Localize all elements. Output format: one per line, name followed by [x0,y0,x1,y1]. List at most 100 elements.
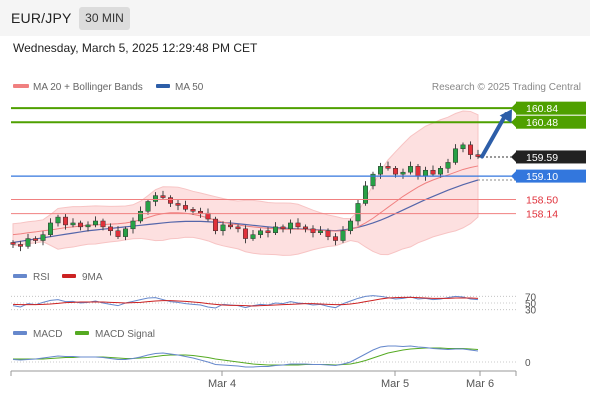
macd-line [12,345,479,368]
price-label-pointer [511,151,516,162]
candle-body [453,148,458,163]
candle-body [430,169,436,175]
x-tick-label: Mar 4 [208,378,236,390]
macd-signal-legend-label: MACD Signal [95,329,155,340]
candle-body [198,210,203,214]
currency-pair-title: EUR/JPY [11,10,72,26]
price-level-label: 160.84 [526,103,558,115]
candle-body [78,222,83,228]
candle-body [400,171,406,175]
candle-body [460,144,466,150]
x-axis: Mar 4 Mar 5 Mar 6 [10,371,517,390]
credit-label: Research © 2025 Trading Central [432,82,581,93]
candle-body [183,205,188,210]
price-levels: 160.84 160.48 159.59 159.10 158.50 158.14 [11,101,586,221]
price-level-label: 159.10 [526,171,558,183]
candle-body [340,230,346,241]
macd-signal-legend-swatch [75,331,89,335]
price-label-bg [516,169,586,183]
macd-tick-label: 0 [525,358,531,369]
macd-panel: 0 [11,345,531,369]
ma50-legend-label: MA 50 [175,82,204,93]
candle-body [303,226,308,230]
x-tick-label: Mar 6 [466,378,494,390]
rsi-legend-swatch [13,274,27,278]
bollinger-band [12,110,479,256]
candle-body [213,218,218,232]
candle-body [100,220,106,228]
rsi-ma-legend-swatch [62,274,76,278]
candle-body [190,209,196,212]
price-level-label: 158.14 [526,209,558,221]
candle-body [378,166,383,175]
ma20-legend-swatch [13,84,29,88]
ma50-legend-swatch [156,84,170,88]
candle-body [310,228,316,233]
candle-body [93,220,98,226]
rsi-legend-label: RSI [33,272,50,283]
ma20-legend-label: MA 20 + Bollinger Bands [33,82,143,93]
candle-body [10,242,16,245]
candle-body [160,195,166,198]
candle-body [108,226,113,232]
candle-body [348,220,353,232]
candle-body [40,234,46,241]
rsi-ma-legend-label: 9MA [82,272,103,283]
candle-body [145,201,151,212]
candle-body [168,197,173,204]
price-label-bg [516,115,586,129]
forecast-arrow-head [499,109,512,124]
forecast-arrow-shaft [480,112,508,159]
candle-body [280,226,286,230]
candle-body [333,236,338,241]
ma50-line [12,179,479,244]
price-panel [10,110,481,256]
candle-body [415,166,421,177]
candle-body [363,185,368,204]
candle-body [115,230,121,237]
candle-body [18,244,23,247]
price-label-bg [516,150,586,164]
candle-body [370,173,376,187]
candle-body [228,224,233,228]
candle-body [25,238,31,247]
price-level-label: 160.48 [526,117,558,129]
price-label-pointer [511,171,516,182]
x-tick-label: Mar 5 [381,378,409,390]
candle-body [445,162,451,169]
candle-body [250,234,256,239]
rsi-tick-label: 70 [525,292,537,303]
macd-legend-label: MACD [33,329,62,340]
candle-body [243,228,248,239]
timeframe-button[interactable]: 30 MIN [79,7,130,30]
candle-body [48,222,53,235]
candle-body [33,238,38,241]
rsi-tick-label: 50 [525,299,537,310]
candle-body [385,166,391,169]
candle-body [220,224,226,232]
candle-body [130,220,136,230]
candle-body [70,222,76,226]
candle-body [235,226,241,230]
candle-body [273,226,278,233]
candle-body [63,216,68,226]
candle-body [258,230,263,235]
candle-body [295,222,301,228]
candle-body [85,224,91,228]
price-label-bg [516,101,586,115]
candle-body [153,195,158,202]
rsi-ma-line [12,296,479,307]
candle-body [423,169,428,177]
chart-datetime: Wednesday, March 5, 2025 12:29:48 PM CET [13,41,258,55]
candle-body [288,222,293,230]
candle-body [468,144,473,155]
candle-body [475,154,481,157]
candle-body [355,203,361,222]
candle-body [175,203,181,206]
price-level-label: 159.59 [526,152,558,164]
candle-body [325,230,331,237]
candle-body [55,216,61,224]
candle-body [393,168,398,175]
